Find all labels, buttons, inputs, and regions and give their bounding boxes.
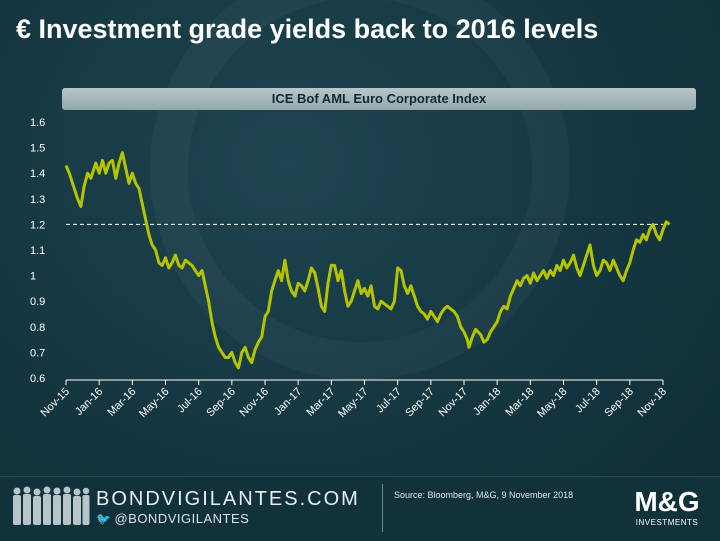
- y-tick-label: 1.2: [30, 219, 45, 231]
- y-tick-label: 1.5: [30, 143, 45, 155]
- x-tick-label: Jul-16: [175, 386, 205, 416]
- x-tick-label: Sep-17: [403, 386, 437, 420]
- y-tick-label: 1.6: [30, 117, 45, 129]
- x-tick-label: Nov-17: [437, 386, 471, 420]
- x-tick-label: Mar-16: [105, 386, 138, 419]
- x-tick-label: Mar-18: [503, 386, 536, 419]
- y-tick-label: 0.6: [30, 373, 45, 385]
- x-tick-label: Mar-17: [304, 386, 337, 419]
- x-tick-label: Jul-18: [573, 386, 603, 416]
- x-tick-label: Jan-16: [73, 386, 105, 418]
- brand-name: BONDVIGILANTES.COM: [96, 488, 360, 511]
- y-tick-label: 1: [30, 271, 36, 283]
- y-tick-label: 0.7: [30, 347, 45, 359]
- y-tick-label: 0.9: [30, 296, 45, 308]
- y-tick-label: 0.8: [30, 322, 45, 334]
- twitter-bird-icon: 🐦: [96, 512, 111, 526]
- source-note: Source: Bloomberg, M&G, 9 November 2018: [394, 490, 573, 500]
- twitter-handle-text: @BONDVIGILANTES: [114, 511, 249, 526]
- series-line: [66, 153, 670, 368]
- x-tick-label: Jan-18: [471, 386, 503, 418]
- x-tick-label: Sep-18: [602, 386, 636, 420]
- logo-sub-text: INVESTMENTS: [622, 518, 712, 527]
- y-tick-label: 1.1: [30, 245, 45, 257]
- mg-logo: M&G INVESTMENTS: [622, 487, 712, 533]
- x-tick-label: Sep-16: [204, 386, 238, 420]
- x-tick-label: Jul-17: [374, 386, 404, 416]
- y-tick-label: 1.4: [30, 168, 45, 180]
- x-tick-label: May-17: [336, 386, 370, 420]
- x-tick-label: Jan-17: [272, 386, 304, 418]
- logo-main-text: M&G: [622, 487, 712, 517]
- people-silhouette-icon: [12, 485, 90, 529]
- y-tick-label: 1.3: [30, 194, 45, 206]
- twitter-handle[interactable]: 🐦 @BONDVIGILANTES: [96, 511, 249, 526]
- x-tick-label: Nov-18: [636, 386, 670, 420]
- x-tick-label: Nov-15: [39, 386, 73, 420]
- x-tick-label: Nov-16: [238, 386, 272, 420]
- x-tick-label: May-18: [535, 386, 569, 420]
- footer-divider: [382, 484, 383, 532]
- x-tick-label: May-16: [137, 386, 171, 420]
